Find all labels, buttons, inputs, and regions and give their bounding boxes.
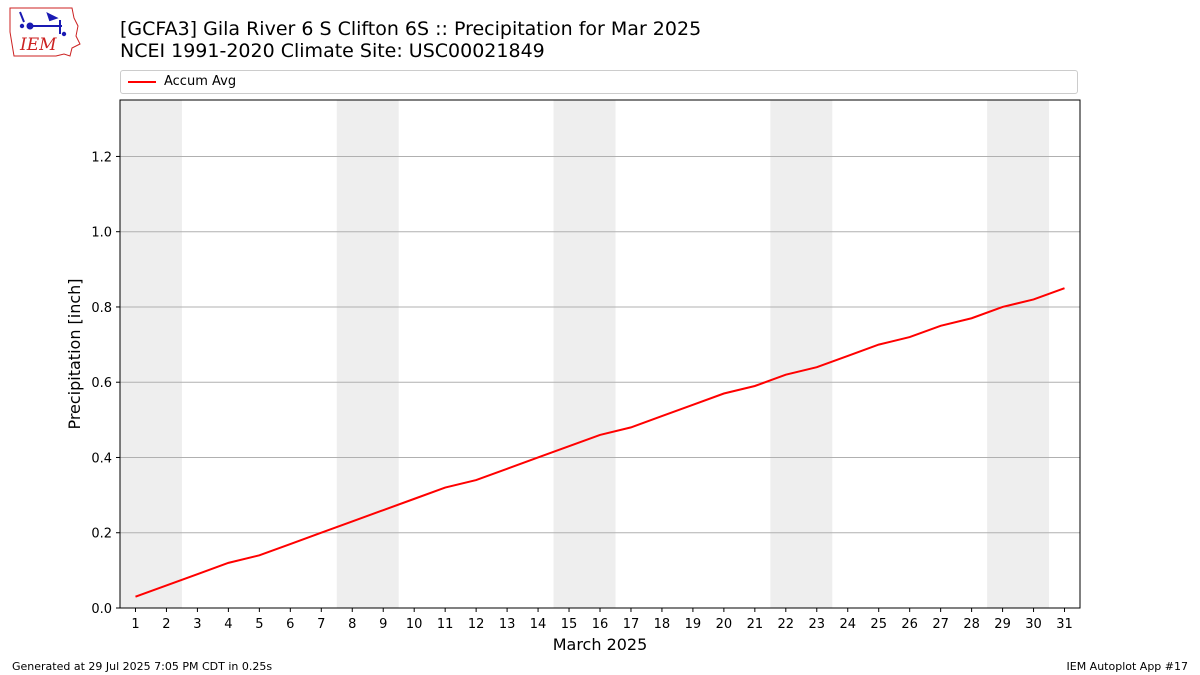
x-tick-label: 26: [901, 617, 918, 632]
footer-app-text: IEM Autoplot App #17: [1066, 660, 1189, 673]
x-tick-label: 1: [131, 617, 139, 632]
x-tick-label: 22: [778, 617, 795, 632]
legend: Accum Avg: [120, 70, 1078, 94]
weekend-shade-band: [770, 100, 833, 608]
x-tick-label: 21: [747, 617, 764, 632]
x-tick-label: 3: [193, 617, 201, 632]
iem-logo: IEM: [9, 7, 81, 57]
x-axis-label: March 2025: [553, 635, 648, 654]
y-tick-label: 1.2: [91, 150, 112, 165]
y-tick-label: 0.8: [91, 301, 112, 316]
y-tick-label: 0.6: [91, 376, 112, 391]
x-tick-label: 2: [162, 617, 170, 632]
weekend-shade-band: [120, 100, 182, 608]
legend-label: Accum Avg: [164, 74, 237, 89]
y-axis: 0.0 0.2 0.4 0.6 0.8 1.0 1.2: [91, 150, 120, 617]
legend-line-swatch: [128, 81, 156, 83]
x-tick-label: 8: [348, 617, 356, 632]
logo-text: IEM: [19, 35, 57, 55]
iowa-outline-shape: [9, 7, 81, 57]
y-tick-label: 0.2: [91, 527, 112, 542]
x-tick-label: 30: [1025, 617, 1042, 632]
x-tick-label: 5: [255, 617, 263, 632]
x-tick-label: 15: [561, 617, 578, 632]
chart-subtitle: NCEI 1991-2020 Climate Site: USC00021849: [120, 40, 545, 62]
y-tick-label: 0.4: [91, 451, 112, 466]
x-tick-label: 25: [870, 617, 887, 632]
x-tick-label: 12: [468, 617, 485, 632]
footer-generated-text: Generated at 29 Jul 2025 7:05 PM CDT in …: [12, 660, 273, 673]
weekend-shade-band: [336, 100, 399, 608]
x-tick-label: 31: [1056, 617, 1073, 632]
x-tick-label: 13: [499, 617, 516, 632]
x-tick-label: 23: [809, 617, 826, 632]
weather-station-icon: [19, 11, 67, 37]
x-tick-label: 17: [623, 617, 640, 632]
plot-frame: [119, 99, 1081, 609]
x-tick-label: 18: [654, 617, 671, 632]
series-line-accum-avg: [135, 287, 1065, 598]
y-tick-label: 1.0: [91, 226, 112, 241]
x-tick-label: 19: [685, 617, 702, 632]
weekend-shading: [120, 100, 1050, 608]
chart-title: [GCFA3] Gila River 6 S Clifton 6S :: Pre…: [120, 18, 702, 40]
series-layer: [135, 287, 1065, 598]
x-tick-label: 11: [437, 617, 454, 632]
x-tick-label: 7: [317, 617, 325, 632]
weekend-shade-band: [553, 100, 616, 608]
y-tick-label: 0.0: [91, 602, 112, 617]
x-axis: 1 2 3 4 5 6 7 8 9 10 11 12 13 14 15 16 17 18 19 20 21 22 23 24 2…: [131, 608, 1073, 632]
x-tick-label: 4: [224, 617, 232, 632]
x-tick-label: 6: [286, 617, 294, 632]
x-tick-label: 28: [963, 617, 980, 632]
x-tick-label: 29: [994, 617, 1011, 632]
x-tick-label: 16: [592, 617, 609, 632]
x-tick-label: 27: [932, 617, 949, 632]
x-tick-label: 9: [379, 617, 387, 632]
weekend-shade-band: [987, 100, 1050, 608]
x-tick-label: 10: [406, 617, 423, 632]
x-tick-label: 20: [716, 617, 733, 632]
x-tick-label: 24: [839, 617, 856, 632]
y-axis-label: Precipitation [inch]: [65, 278, 84, 429]
gridlines: [120, 155, 1080, 609]
x-tick-label: 14: [530, 617, 547, 632]
